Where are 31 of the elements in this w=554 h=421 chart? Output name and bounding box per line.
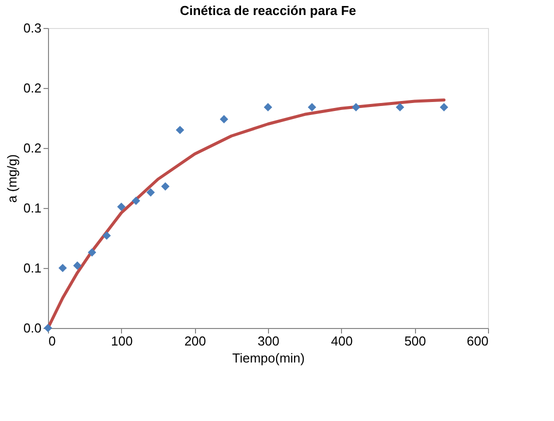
point [88, 248, 96, 257]
point [161, 182, 170, 191]
point [440, 103, 448, 112]
y-tick-label: 0.1 [23, 260, 42, 276]
x-tick-label: 200 [184, 334, 206, 348]
point [176, 126, 184, 134]
point [73, 261, 82, 270]
point [308, 103, 316, 112]
x-tick-label: 0 [48, 334, 56, 348]
point [352, 103, 360, 112]
y-tick-label: 0.3 [23, 20, 42, 36]
y-axis-title: a (mg/g) [4, 154, 20, 203]
x-tick-label: 400 [330, 334, 353, 348]
point [132, 196, 140, 205]
x-tick-label: 600 [466, 334, 488, 348]
y-tick-label: 0.2 [23, 80, 42, 96]
point [58, 264, 67, 272]
point [396, 103, 404, 112]
point [117, 202, 126, 211]
x-tick-label: 100 [110, 334, 133, 348]
x-axis-title: Tiempo(min) [232, 350, 305, 366]
point [264, 103, 272, 112]
point [102, 231, 111, 240]
x-tick-label: 500 [404, 334, 426, 348]
x-tick-label: 300 [258, 334, 280, 348]
point [220, 115, 228, 124]
chart-title: Cinética de reacción para Fe [180, 3, 356, 18]
y-tick-label: 0.0 [23, 320, 42, 336]
point [146, 188, 155, 197]
y-tick-label: 0.1 [23, 200, 42, 216]
y-tick-label: 0.2 [23, 140, 42, 156]
